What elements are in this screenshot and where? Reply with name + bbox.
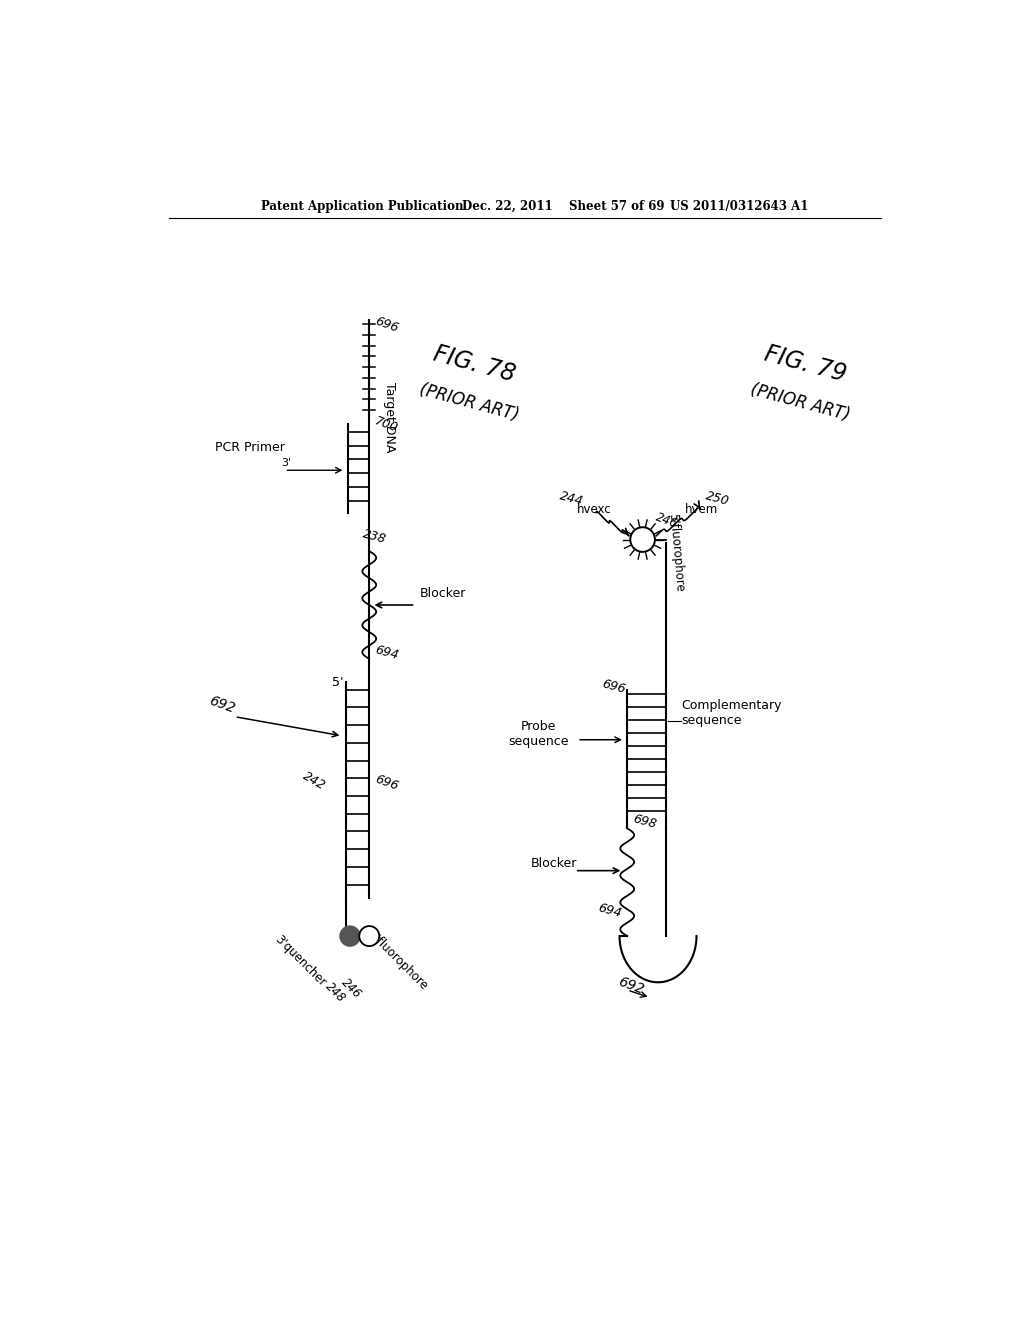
Text: (PRIOR ART): (PRIOR ART)	[417, 380, 520, 424]
Text: 5'fluorophore: 5'fluorophore	[366, 928, 430, 993]
Text: hvexc: hvexc	[578, 503, 611, 516]
Text: 694: 694	[373, 643, 399, 661]
Text: Complementary
sequence: Complementary sequence	[681, 698, 781, 727]
Text: hvem: hvem	[685, 503, 718, 516]
Circle shape	[340, 927, 360, 946]
Text: 3': 3'	[281, 458, 291, 469]
Text: 248: 248	[323, 979, 348, 1005]
Text: 692: 692	[615, 974, 645, 997]
Text: 250: 250	[705, 490, 731, 508]
Text: 3'quencher: 3'quencher	[271, 933, 328, 989]
Text: Patent Application Publication: Patent Application Publication	[261, 199, 464, 213]
Circle shape	[359, 927, 379, 946]
Text: 246: 246	[339, 975, 364, 1001]
Text: 696: 696	[373, 772, 400, 793]
Text: 696: 696	[600, 677, 627, 697]
Text: 246: 246	[654, 511, 680, 531]
Text: 692: 692	[208, 693, 238, 715]
Text: Sheet 57 of 69: Sheet 57 of 69	[569, 199, 665, 213]
Text: PCR Primer: PCR Primer	[215, 441, 285, 454]
Text: 700: 700	[373, 414, 400, 434]
Text: Blocker: Blocker	[531, 857, 578, 870]
Text: FIG. 79: FIG. 79	[762, 342, 849, 387]
Text: 698: 698	[631, 813, 657, 832]
Text: (PRIOR ART): (PRIOR ART)	[749, 380, 852, 424]
Text: 5': 5'	[333, 676, 344, 689]
Text: 242: 242	[300, 770, 328, 793]
Text: 244: 244	[558, 490, 585, 508]
Text: Probe
sequence: Probe sequence	[508, 721, 569, 748]
Circle shape	[631, 527, 655, 552]
Text: 694: 694	[596, 902, 623, 920]
Text: Dec. 22, 2011: Dec. 22, 2011	[462, 199, 552, 213]
Text: Target DNA: Target DNA	[383, 381, 396, 451]
Text: FIG. 78: FIG. 78	[431, 342, 518, 387]
Text: 5'fluorophore: 5'fluorophore	[666, 512, 685, 593]
Text: 238: 238	[361, 528, 388, 546]
Text: 696: 696	[373, 314, 400, 335]
Text: Blocker: Blocker	[419, 587, 466, 601]
Text: US 2011/0312643 A1: US 2011/0312643 A1	[670, 199, 808, 213]
